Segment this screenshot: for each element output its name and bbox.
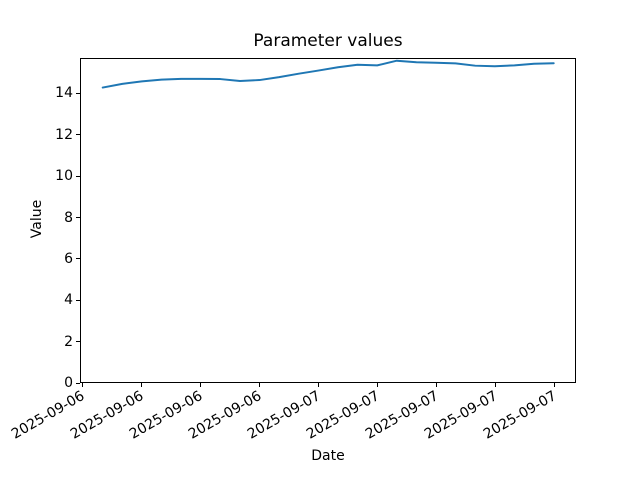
y-tick-label: 6 (64, 250, 73, 267)
y-tick-label: 8 (64, 209, 73, 226)
y-tick-label: 2 (64, 333, 73, 350)
x-tick-mark (258, 383, 260, 387)
data-line (101, 59, 555, 89)
y-axis-label: Value (29, 199, 45, 239)
y-tick-mark (76, 341, 80, 343)
y-tick-label: 14 (55, 85, 73, 102)
y-tick-mark (76, 175, 80, 177)
y-tick-mark (76, 258, 80, 260)
y-tick-label: 4 (64, 292, 73, 309)
x-tick-mark (494, 383, 496, 387)
y-tick-label: 0 (64, 375, 73, 391)
y-tick-label: 10 (55, 168, 73, 185)
line-series-parameter (101, 59, 555, 89)
x-tick-mark (82, 383, 84, 387)
chart-title: Parameter values (253, 31, 403, 51)
x-tick-mark (317, 383, 319, 387)
x-tick-mark (141, 383, 143, 387)
x-tick-mark (376, 383, 378, 387)
y-tick-label: 12 (55, 126, 73, 143)
x-tick-mark (553, 383, 555, 387)
x-tick-mark (435, 383, 437, 387)
y-tick-mark (76, 299, 80, 301)
y-tick-mark (76, 92, 80, 94)
y-tick-mark (76, 134, 80, 136)
x-tick-mark (199, 383, 201, 387)
x-axis-label: Date (311, 448, 345, 464)
y-tick-mark (76, 382, 80, 384)
y-tick-mark (76, 217, 80, 218)
plot-area (80, 57, 576, 383)
